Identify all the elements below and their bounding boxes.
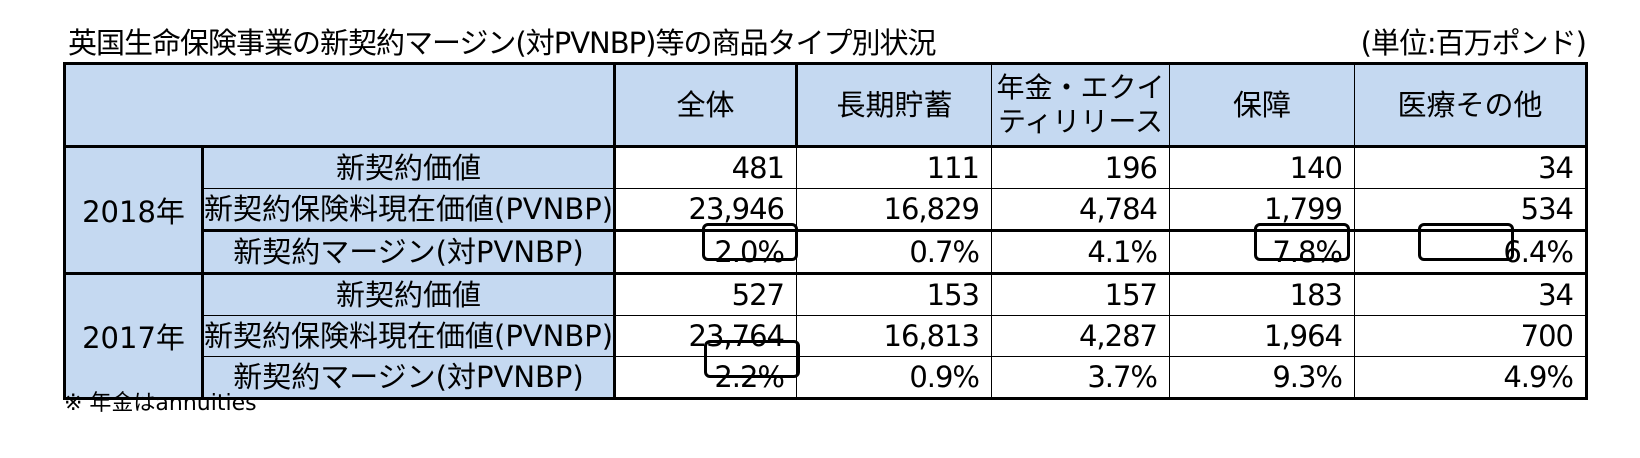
value-cell: 7.8%: [1169, 230, 1355, 275]
footnote: ※ 年金はannuities: [64, 391, 257, 416]
row-label-margin: 新契約マージン(対PVNBP): [202, 230, 616, 275]
value-cell: 527: [614, 273, 797, 316]
value-cell: 700: [1354, 315, 1588, 357]
value-cell: 481: [614, 146, 797, 189]
value-cell: 4,784: [991, 188, 1170, 232]
value-cell: 4.9%: [1354, 356, 1588, 400]
value-cell: 34: [1354, 146, 1588, 189]
value-cell: 111: [796, 146, 992, 189]
value-cell: 3.7%: [991, 356, 1170, 400]
table-row: 2018年 新契約価値 481 111 196 140 34: [63, 146, 1588, 275]
value-cell: 4,287: [991, 315, 1170, 357]
corner-cell: [63, 62, 615, 148]
highlight-box-2018-protection: [1254, 223, 1350, 261]
value-cell: 183: [1169, 273, 1355, 316]
value-cell: 9.3%: [1169, 356, 1355, 400]
row-label-pvnbp: 新契約保険料現在価値(PVNBP): [202, 188, 616, 232]
table-row: 新契約マージン(対PVNBP) 2.2% 0.9% 3.7% 9.3% 4.9%: [65, 356, 1588, 400]
margin-table: 全体 長期貯蓄 年金・エクイティリリース 保障 医療その他 2018年 新契約価…: [63, 62, 1588, 400]
column-header-protection: 保障: [1169, 62, 1355, 148]
table-row: 新契約マージン(対PVNBP) 2.0% 0.7% 4.1% 7.8% 6.4%: [65, 230, 1588, 275]
value-cell: 196: [991, 146, 1170, 189]
row-label-nbv: 新契約価値: [202, 146, 616, 189]
value-cell: 6.4%: [1354, 230, 1588, 275]
year-cell-2018: 2018年: [63, 146, 204, 275]
value-cell: 16,813: [796, 315, 992, 357]
value-cell: 34: [1354, 273, 1588, 316]
table-row: 2017年 新契約価値 527 153 157 183 34: [63, 273, 1588, 400]
value-cell: 4.1%: [991, 230, 1170, 275]
value-cell: 0.7%: [796, 230, 992, 275]
value-cell: 2.0%: [614, 230, 797, 275]
highlight-box-2018-total: [702, 223, 798, 261]
table-row: 新契約保険料現在価値(PVNBP) 23,946 16,829 4,784 1,…: [65, 188, 1588, 232]
header-row: 全体 長期貯蓄 年金・エクイティリリース 保障 医療その他: [63, 62, 1588, 148]
column-header-total: 全体: [613, 62, 798, 148]
value-cell: 0.9%: [796, 356, 992, 400]
value-cell: 157: [991, 273, 1170, 316]
highlight-box-2017-total: [704, 340, 800, 378]
row-label-nbv: 新契約価値: [202, 273, 616, 316]
value-cell: 534: [1354, 188, 1588, 232]
table-title: 英国生命保険事業の新契約マージン(対PVNBP)等の商品タイプ別状況: [68, 26, 936, 60]
value-cell: 16,829: [796, 188, 992, 232]
column-header-health-other: 医療その他: [1354, 62, 1588, 148]
row-label-margin: 新契約マージン(対PVNBP): [202, 356, 616, 400]
row-label-pvnbp: 新契約保険料現在価値(PVNBP): [202, 315, 616, 357]
column-header-annuities-equity-release: 年金・エクイティリリース: [991, 62, 1170, 148]
unit-label: (単位:百万ポンド): [1360, 26, 1587, 60]
value-cell: 153: [796, 273, 992, 316]
value-cell: 140: [1169, 146, 1355, 189]
value-cell: 1,964: [1169, 315, 1355, 357]
highlight-box-2018-health-other: [1418, 223, 1514, 261]
column-header-long-term-savings: 長期貯蓄: [796, 62, 992, 148]
year-cell-2017: 2017年: [63, 273, 204, 400]
table-row: 新契約保険料現在価値(PVNBP) 23,764 16,813 4,287 1,…: [65, 315, 1588, 357]
